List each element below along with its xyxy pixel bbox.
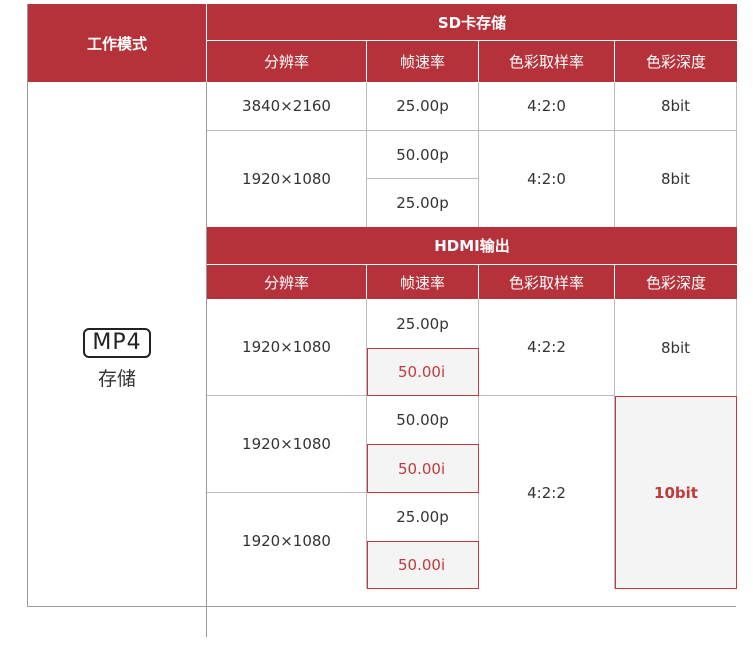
hdmi-frame-rate-highlight: 50.00i: [367, 541, 479, 589]
sd-resolution-cell: 1920×1080: [207, 131, 367, 227]
sd-frame-rate-cell: 25.00p: [367, 179, 479, 227]
sd-frame-rate-cell: 50.00p: [367, 131, 479, 179]
hdmi-frame-rate-cell: 25.00p: [367, 493, 479, 541]
sd-depth-cell: 8bit: [615, 82, 737, 131]
hdmi-frame-rate-cell: 50.00p: [367, 396, 479, 444]
mode-label: 存储: [97, 368, 136, 390]
hdmi-chroma-cell: 4:2:2: [479, 396, 615, 589]
sd-depth-header: 色彩深度: [615, 41, 737, 82]
hdmi-depth-cell: 8bit: [615, 299, 737, 396]
hdmi-frame-rate-highlight: 50.00i: [367, 444, 479, 493]
hdmi-frame-rate-cell: 25.00p: [367, 299, 479, 348]
hdmi-output-header: HDMI输出: [207, 227, 737, 265]
hdmi-resolution-cell: 1920×1080: [207, 396, 367, 493]
hdmi-resolution-header: 分辨率: [207, 265, 367, 299]
sd-storage-header: SD卡存储: [207, 4, 737, 41]
mode-cell: MP4 存储: [28, 82, 207, 637]
hdmi-depth-highlight: 10bit: [615, 396, 737, 589]
hdmi-chroma-header: 色彩取样率: [479, 265, 615, 299]
sd-frame-rate-header: 帧速率: [367, 41, 479, 82]
hdmi-frame-rate-header: 帧速率: [367, 265, 479, 299]
spec-table: 工作模式 SD卡存储 分辨率 帧速率 色彩取样率 色彩深度 MP4 存储 384…: [27, 4, 737, 637]
sd-chroma-cell: 4:2:0: [479, 131, 615, 227]
hdmi-resolution-cell: 1920×1080: [207, 493, 367, 589]
sd-resolution-cell: 3840×2160: [207, 82, 367, 131]
sd-depth-cell: 8bit: [615, 131, 737, 227]
hdmi-frame-rate-highlight: 50.00i: [367, 348, 479, 396]
sd-chroma-header: 色彩取样率: [479, 41, 615, 82]
hdmi-resolution-cell: 1920×1080: [207, 299, 367, 396]
mp4-icon: MP4: [83, 328, 151, 358]
sd-frame-rate-cell: 25.00p: [367, 82, 479, 131]
hdmi-chroma-cell: 4:2:2: [479, 299, 615, 396]
sd-chroma-cell: 4:2:0: [479, 82, 615, 131]
sd-resolution-header: 分辨率: [207, 41, 367, 82]
mode-header: 工作模式: [28, 4, 207, 82]
hdmi-depth-header: 色彩深度: [615, 265, 737, 299]
